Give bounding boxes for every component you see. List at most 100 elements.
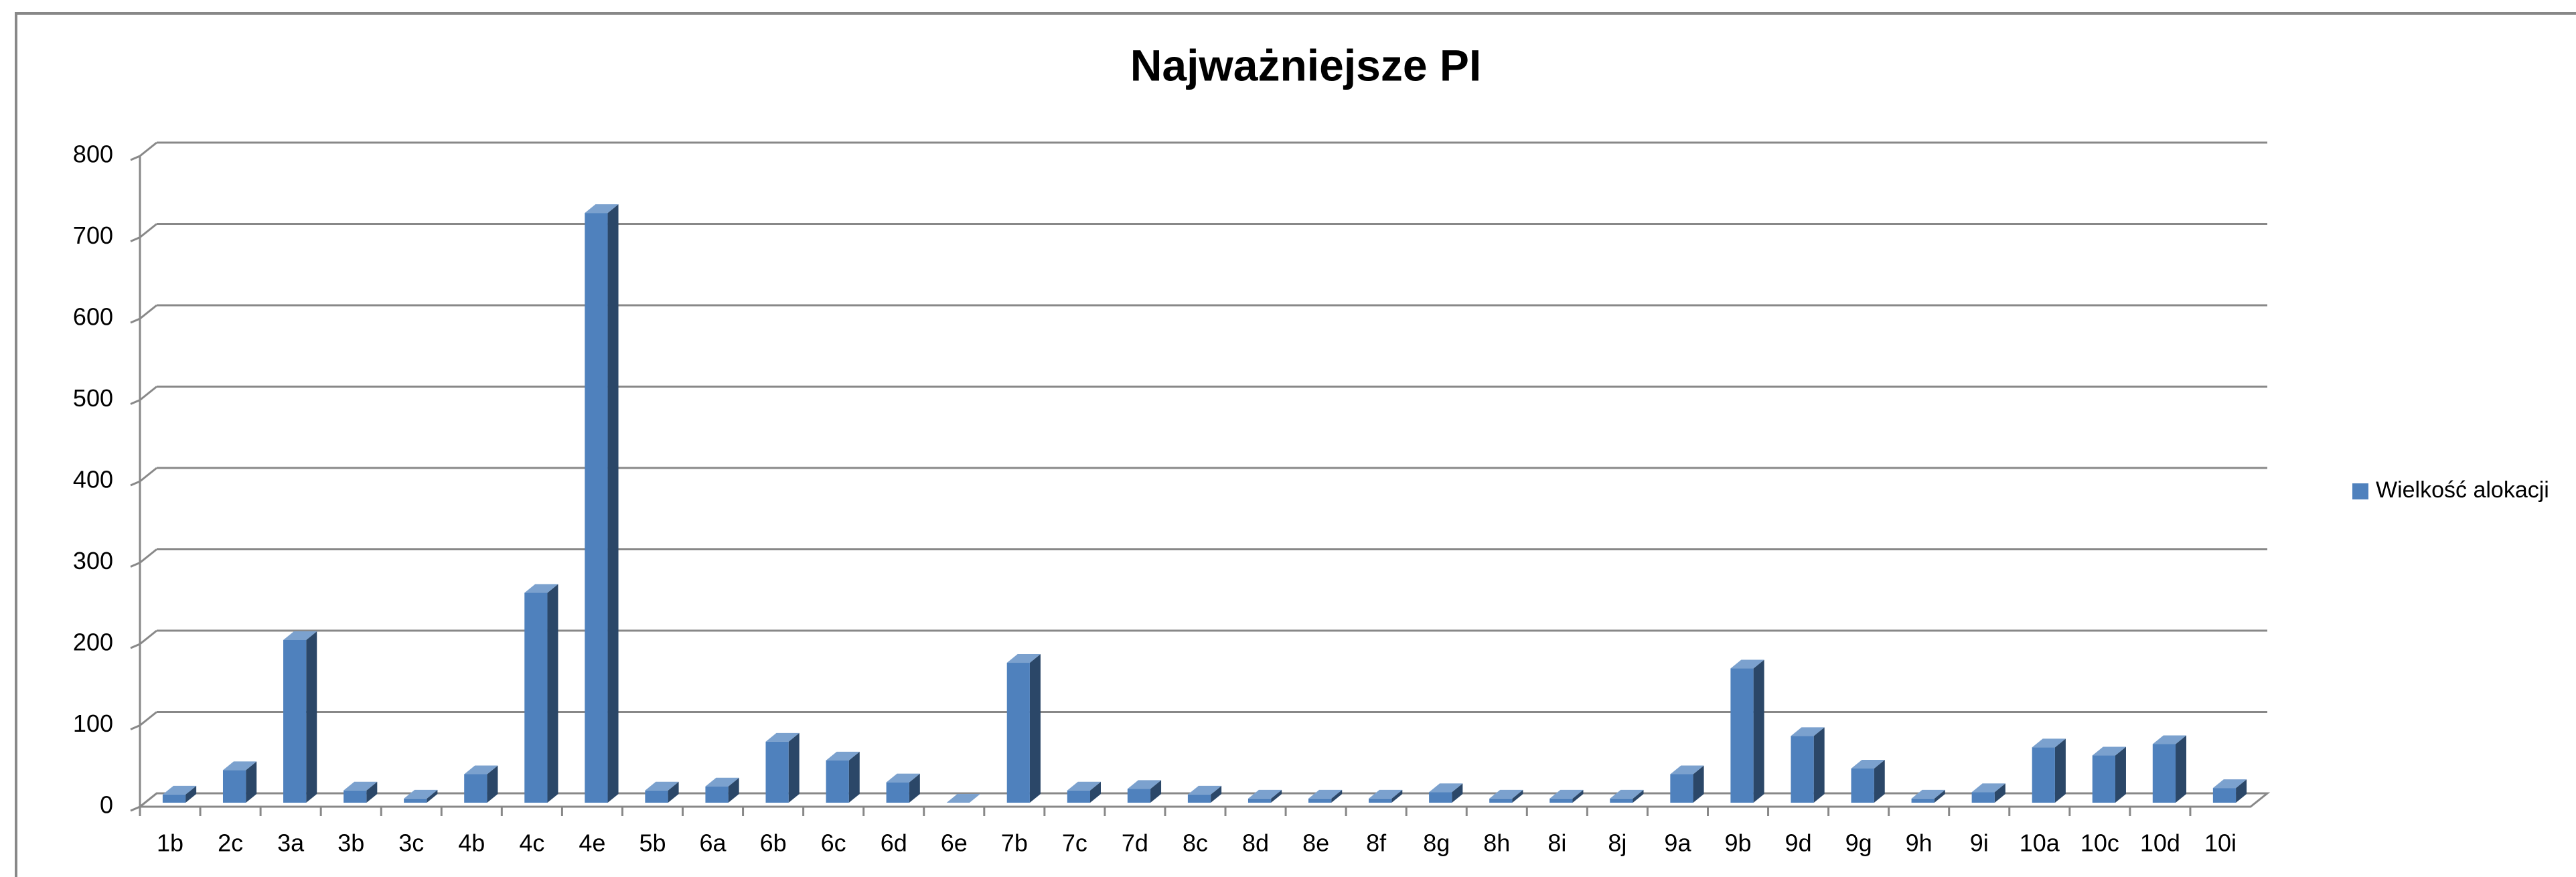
x-tick-label: 4e <box>579 829 605 857</box>
bar <box>1006 663 1030 803</box>
bar-top <box>1127 780 1162 789</box>
y-tick-label: 0 <box>100 791 113 819</box>
bar <box>1971 792 1995 803</box>
bar-side <box>1029 654 1041 803</box>
bar-side <box>1813 727 1825 803</box>
bar-side <box>547 584 558 803</box>
bar-top <box>765 732 800 742</box>
bar <box>524 592 548 803</box>
tick-mark <box>130 805 141 812</box>
bar <box>1851 768 1874 803</box>
bar-top <box>1429 783 1463 793</box>
bar-side <box>246 761 257 803</box>
y-tick-label: 500 <box>73 384 113 412</box>
bar-side <box>788 732 800 803</box>
x-tick-label: 2c <box>218 829 243 857</box>
x-tick-label: 1b <box>157 829 183 857</box>
tick-mark <box>130 236 141 242</box>
bar <box>1187 794 1211 803</box>
bar-side <box>848 751 860 803</box>
bar <box>826 760 849 803</box>
bar <box>1429 792 1452 803</box>
x-tick-label: 9a <box>1664 829 1691 857</box>
bar-side <box>2115 746 2126 803</box>
y-tick-label: 400 <box>73 466 113 493</box>
bar-top <box>1549 789 1584 799</box>
x-tick-label: 6a <box>700 829 727 857</box>
bar-side <box>1271 789 1282 803</box>
bar <box>645 790 668 803</box>
bar-side <box>1934 789 1945 803</box>
bar <box>1911 798 1935 803</box>
bar-top <box>344 781 378 791</box>
x-tick-label: 8h <box>1483 829 1510 857</box>
bar <box>1247 798 1272 803</box>
bar <box>1369 798 1392 803</box>
grid-line <box>139 792 157 808</box>
x-tick-label: 9d <box>1785 829 1812 857</box>
x-tick-label: 7c <box>1062 829 1087 857</box>
tick-mark <box>130 317 141 324</box>
x-tick-label: 8g <box>1423 829 1450 857</box>
x-tick-label: 8c <box>1183 829 1208 857</box>
tick-mark <box>130 399 141 405</box>
bar <box>162 794 186 803</box>
bar <box>886 782 909 803</box>
bar-top <box>1489 789 1523 799</box>
x-tick-label: 6c <box>821 829 846 857</box>
y-tick-label: 300 <box>73 547 113 574</box>
bar <box>464 774 487 803</box>
tick-mark <box>130 724 141 730</box>
bar-side <box>1452 783 1463 803</box>
x-tick-label: 6e <box>941 829 968 857</box>
x-tick-label: 10i <box>2204 829 2237 857</box>
bar-top <box>645 781 679 791</box>
bar-side <box>1874 759 1885 803</box>
grid-line <box>139 467 157 483</box>
bar <box>585 213 608 803</box>
grid-line <box>139 386 157 401</box>
x-tick-label: 9i <box>1970 829 1989 857</box>
tick-mark <box>130 480 141 487</box>
bar-side <box>427 789 438 803</box>
grid-line <box>139 223 157 238</box>
bar-top <box>524 584 558 593</box>
bar <box>705 786 729 803</box>
bar-side <box>668 781 679 803</box>
bar-side <box>1331 789 1343 803</box>
bar-side <box>909 773 920 803</box>
grid-line <box>139 629 157 645</box>
bar-side <box>607 204 619 803</box>
x-tick-label: 4b <box>458 829 485 857</box>
bar <box>1127 789 1151 803</box>
y-tick-label: 600 <box>73 303 113 331</box>
bar-side <box>306 631 317 803</box>
x-tick-label: 6b <box>760 829 787 857</box>
bar-side <box>728 777 739 803</box>
y-tick-label: 700 <box>73 222 113 249</box>
x-tick-label: 9h <box>1906 829 1933 857</box>
bar <box>765 741 789 803</box>
x-tick-label: 6d <box>881 829 907 857</box>
x-tick-label: 10c <box>2080 829 2119 857</box>
bar-side <box>1693 765 1704 803</box>
bar-side <box>1633 789 1644 803</box>
x-tick-label: 8f <box>1366 829 1387 857</box>
bar-top <box>946 794 980 803</box>
x-tick-label: 7d <box>1122 829 1148 857</box>
x-tick-label: 3c <box>398 829 424 857</box>
x-tick-label: 10a <box>2020 829 2060 857</box>
legend-swatch <box>2352 483 2368 499</box>
bar-top <box>162 785 197 795</box>
bar-side <box>1391 789 1403 803</box>
bar <box>2032 747 2055 803</box>
grid-line <box>139 304 157 320</box>
chart-title: Najważniejsze PI <box>1130 40 1482 90</box>
bar <box>283 640 307 803</box>
bar <box>1067 790 1090 803</box>
bar-top <box>1791 727 1825 736</box>
grid-line <box>139 711 157 726</box>
bar-side <box>1994 783 2005 803</box>
bar <box>2092 755 2115 803</box>
